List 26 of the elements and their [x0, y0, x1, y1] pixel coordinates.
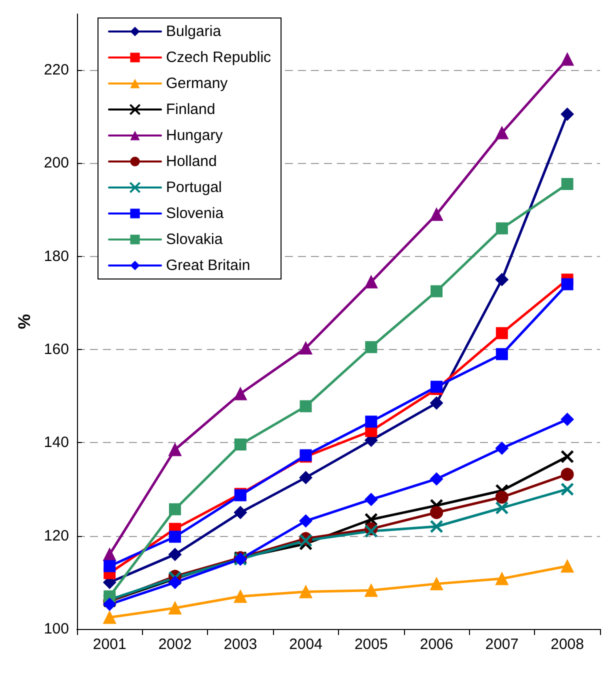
legend-label: Hungary: [166, 127, 224, 144]
x-tick-label: 2003: [224, 636, 258, 653]
y-tick-label: 160: [44, 340, 69, 358]
legend-label: Finland: [166, 101, 216, 118]
y-axis-title: %: [15, 314, 34, 330]
x-tick-label: 2006: [420, 636, 454, 653]
legend-label: Portugal: [166, 179, 222, 196]
x-tick-label: 2004: [289, 636, 322, 653]
legend-label: Czech Republic: [166, 49, 272, 66]
y-tick-label: 180: [44, 248, 69, 265]
y-tick-label: 140: [44, 434, 69, 452]
x-tick-label: 2001: [92, 636, 126, 653]
x-tick-label: 2008: [550, 636, 584, 653]
legend-label: Slovenia: [166, 205, 224, 222]
legend-label: Great Britain: [166, 257, 250, 274]
legend-label: Bulgaria: [166, 23, 222, 40]
legend-label: Holland: [166, 153, 217, 170]
y-tick-label: 120: [44, 527, 69, 544]
x-tick-label: 2002: [158, 636, 192, 653]
y-tick-label: 100: [44, 620, 69, 638]
y-tick-label: 200: [44, 154, 69, 172]
legend-label: Slovakia: [166, 231, 224, 248]
x-tick-label: 2007: [485, 636, 519, 653]
x-tick-label: 2005: [354, 636, 388, 653]
legend-label: Germany: [166, 75, 228, 92]
y-tick-label: 220: [44, 61, 69, 78]
